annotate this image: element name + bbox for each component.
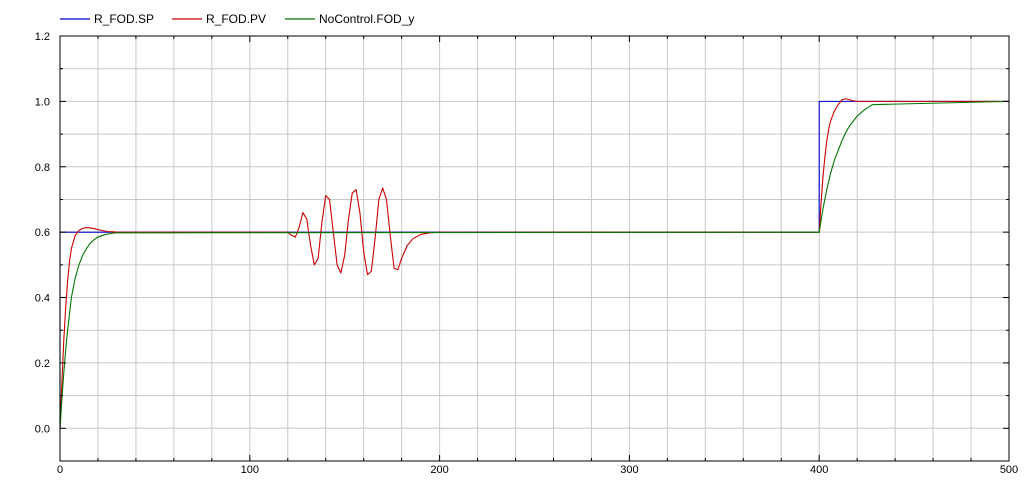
x-tick-label: 300 [620,464,638,476]
legend-label: R_FOD.SP [94,12,154,26]
y-tick-label: 1.2 [35,31,50,43]
series-line-nocontrol-fod-y [59,100,1010,429]
y-tick-label: 1.0 [35,96,50,108]
y-tick-label: 0.0 [35,423,50,435]
y-tick-label: 0.6 [35,227,50,239]
x-tick-label: 400 [810,464,828,476]
legend-label: NoControl.FOD_y [319,12,414,26]
legend-label: R_FOD.PV [206,12,266,26]
legend: R_FOD.SP R_FOD.PV NoControl.FOD_y [60,12,414,26]
x-tick-label: 500 [1000,464,1018,476]
x-tick-label: 0 [57,464,63,476]
series-line-r-fod-pv [59,98,1009,429]
plot-frame [59,35,1010,462]
y-tick-label: 0.8 [35,162,50,174]
axes: 0 100 200 300 400 500 0.0 0.2 0.4 0.6 0.8 1.0 1.2 [35,31,1018,476]
x-tick-label: 200 [430,464,448,476]
y-tick-label: 0.4 [35,293,50,305]
x-tick-label: 100 [241,464,259,476]
y-tick-label: 0.2 [35,358,50,370]
